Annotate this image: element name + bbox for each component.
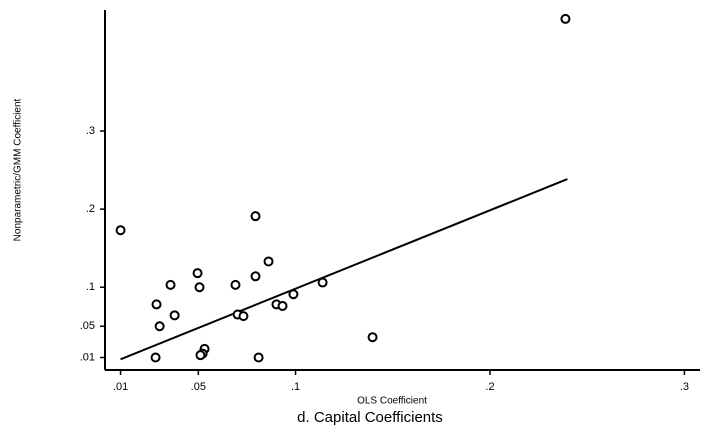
- y-tick-label: .01: [80, 351, 95, 363]
- x-tick-label: .01: [113, 381, 128, 393]
- point: [250, 211, 261, 222]
- point: [192, 268, 203, 279]
- point: [367, 332, 378, 343]
- x-tick-label: .3: [680, 381, 689, 393]
- point: [169, 310, 180, 321]
- chart-title: d. Capital Coefficients: [297, 409, 443, 426]
- y-tick-label: .1: [86, 281, 95, 293]
- point: [263, 256, 274, 267]
- point: [253, 352, 264, 363]
- point: [150, 352, 161, 363]
- point: [560, 13, 571, 24]
- point: [317, 277, 328, 288]
- y-tick-label: .3: [86, 125, 95, 137]
- point: [194, 282, 205, 293]
- point: [230, 279, 241, 290]
- fit-line: [120, 178, 568, 361]
- y-tick-label: .05: [80, 320, 95, 332]
- x-axis-label: OLS Coefficient: [357, 396, 427, 407]
- point: [154, 321, 165, 332]
- point: [151, 299, 162, 310]
- x-tick-label: .05: [191, 381, 206, 393]
- y-axis-label: Nonparametric/GMM Coefficient: [13, 98, 24, 241]
- point: [115, 225, 126, 236]
- point: [288, 289, 299, 300]
- x-tick-label: .2: [485, 381, 494, 393]
- point: [195, 350, 206, 361]
- point: [165, 279, 176, 290]
- x-tick-label: .1: [291, 381, 300, 393]
- point: [277, 300, 288, 311]
- point: [238, 311, 249, 322]
- point: [250, 271, 261, 282]
- y-tick-label: .2: [86, 203, 95, 215]
